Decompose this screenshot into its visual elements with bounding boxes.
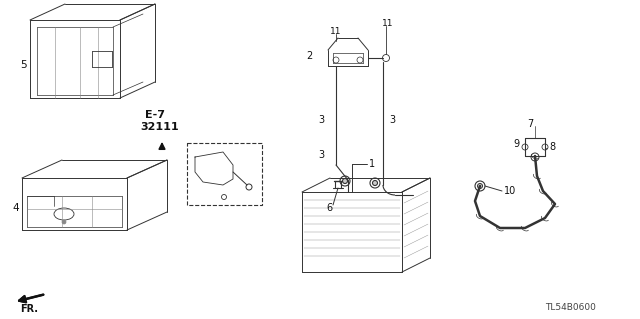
- Text: 3: 3: [389, 115, 395, 125]
- Text: 9: 9: [513, 139, 519, 149]
- Text: 7: 7: [527, 119, 533, 129]
- Text: 32111: 32111: [140, 122, 179, 132]
- Circle shape: [62, 220, 66, 224]
- Text: 1: 1: [369, 159, 375, 169]
- Text: 11: 11: [382, 19, 394, 28]
- Text: 11: 11: [330, 27, 342, 36]
- Circle shape: [372, 181, 378, 186]
- Text: 6: 6: [326, 203, 332, 213]
- Text: FR.: FR.: [20, 304, 38, 314]
- Text: 4: 4: [12, 203, 19, 213]
- Circle shape: [342, 179, 348, 183]
- Text: 3: 3: [318, 115, 324, 125]
- Text: TL54B0600: TL54B0600: [545, 303, 596, 313]
- Text: E-7: E-7: [145, 110, 165, 120]
- Text: 10: 10: [504, 186, 516, 196]
- Text: 5: 5: [20, 60, 27, 70]
- Circle shape: [477, 183, 483, 189]
- Text: 8: 8: [549, 142, 555, 152]
- Text: 3: 3: [318, 150, 324, 160]
- Text: 2: 2: [306, 51, 312, 61]
